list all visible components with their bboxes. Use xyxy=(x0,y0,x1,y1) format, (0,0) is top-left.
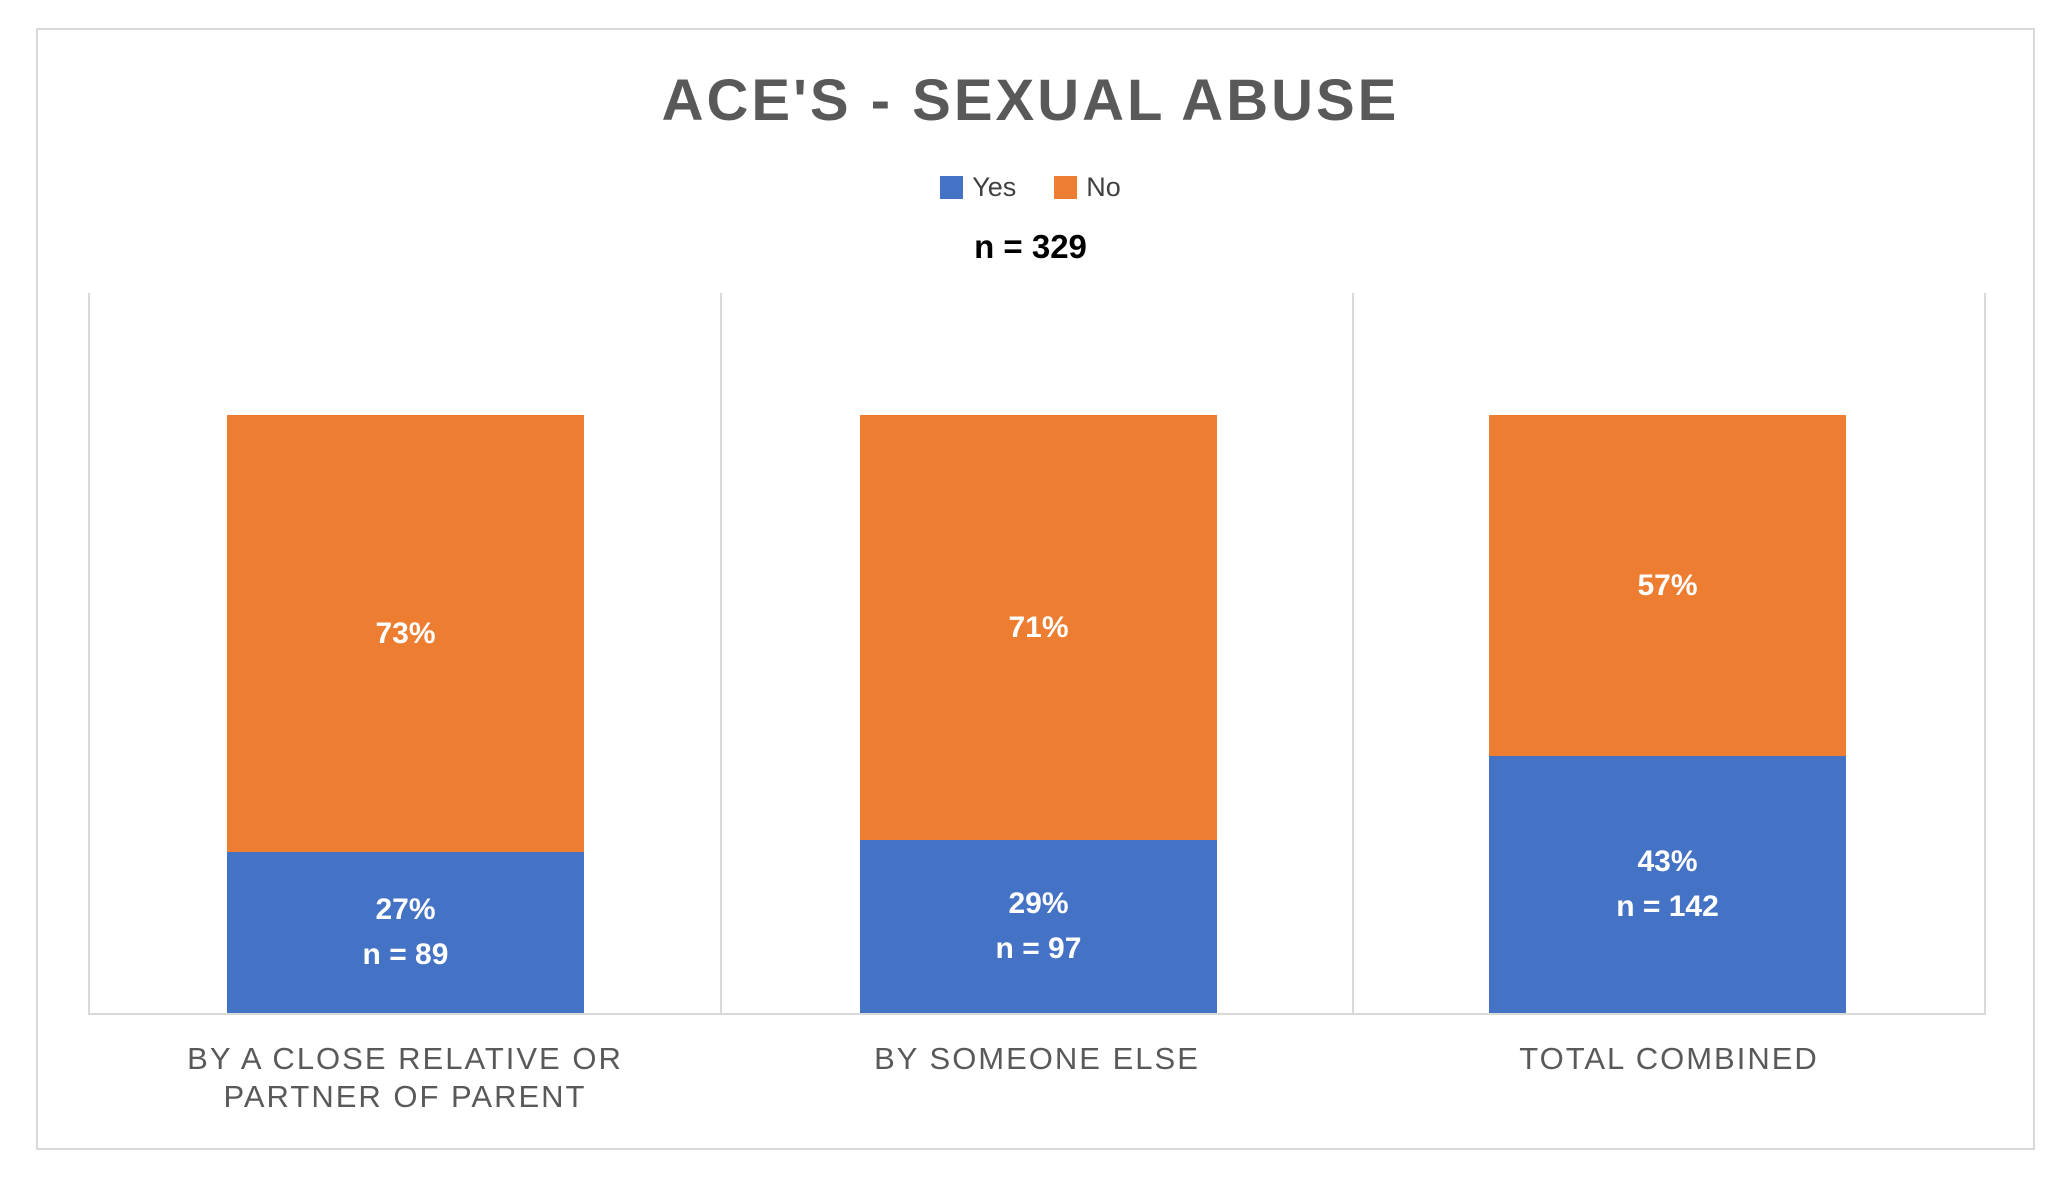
category-label-line: BY SOMEONE ELSE xyxy=(874,1041,1200,1076)
bar-by-close-relative: 73% 27% n = 89 xyxy=(227,415,584,1013)
gridline-left xyxy=(88,293,90,1015)
gridline-right xyxy=(1984,293,1986,1015)
bar-segment-yes[interactable]: 29% n = 97 xyxy=(860,839,1217,1013)
segment-no-pct-label: 71% xyxy=(1008,610,1069,644)
legend-item-no[interactable]: No xyxy=(1054,172,1121,203)
legend-swatch-no-icon xyxy=(1054,176,1078,199)
segment-yes-pct-label: 43% xyxy=(1637,845,1698,879)
category-label-by-someone-else: BY SOMEONE ELSE xyxy=(721,1040,1353,1078)
chart-title: ACE'S - SEXUAL ABUSE xyxy=(661,68,1400,133)
category-label-line: BY A CLOSE RELATIVE OR xyxy=(187,1041,623,1076)
segment-no-pct-label: 73% xyxy=(375,616,436,650)
bar-segment-no[interactable]: 57% xyxy=(1489,415,1846,756)
segment-yes-n-label: n = 142 xyxy=(1616,890,1719,924)
gridline-separator-1 xyxy=(720,293,722,1015)
segment-yes-pct-label: 29% xyxy=(1008,887,1069,921)
category-label-by-close-relative: BY A CLOSE RELATIVE OR PARTNER OF PARENT xyxy=(89,1040,721,1116)
gridline-separator-2 xyxy=(1352,293,1354,1015)
segment-yes-n-label: n = 89 xyxy=(362,938,449,972)
bar-total-combined: 57% 43% n = 142 xyxy=(1489,415,1846,1013)
legend-swatch-yes-icon xyxy=(940,176,964,199)
bar-segment-yes[interactable]: 27% n = 89 xyxy=(227,851,584,1013)
category-label-total-combined: TOTAL COMBINED xyxy=(1353,1040,1985,1078)
segment-yes-pct-label: 27% xyxy=(375,893,436,927)
segment-no-pct-label: 57% xyxy=(1637,568,1698,602)
bar-segment-yes[interactable]: 43% n = 142 xyxy=(1489,755,1846,1013)
bar-segment-no[interactable]: 71% xyxy=(860,415,1217,840)
sample-size-label: n = 329 xyxy=(974,228,1087,265)
legend-item-yes[interactable]: Yes xyxy=(940,172,1016,203)
legend-label-no: No xyxy=(1086,172,1121,202)
legend: Yes No xyxy=(0,172,2061,203)
bar-by-someone-else: 71% 29% n = 97 xyxy=(860,415,1217,1013)
segment-yes-n-label: n = 97 xyxy=(995,932,1082,966)
bar-segment-no[interactable]: 73% xyxy=(227,415,584,852)
category-label-line: TOTAL COMBINED xyxy=(1519,1041,1819,1076)
legend-label-yes: Yes xyxy=(972,172,1017,202)
category-label-line: PARTNER OF PARENT xyxy=(223,1079,587,1114)
category-axis-line xyxy=(88,1013,1986,1015)
